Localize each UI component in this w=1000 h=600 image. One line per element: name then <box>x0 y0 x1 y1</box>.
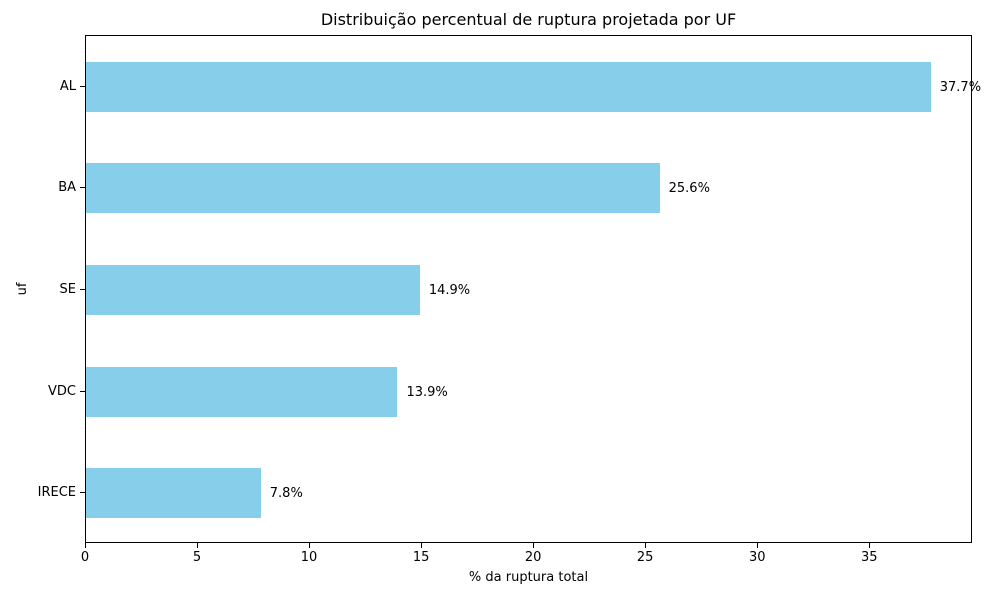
x-tick-mark <box>197 543 199 548</box>
bar-value-label: 14.9% <box>428 283 471 298</box>
x-tick-label: 30 <box>748 550 766 565</box>
y-tick-mark <box>80 390 85 392</box>
y-tick-label: VDC <box>48 383 76 399</box>
x-tick-label: 15 <box>412 550 430 565</box>
bar-value-label: 13.9% <box>406 384 448 400</box>
y-tick-mark <box>80 85 85 87</box>
y-tick-label: AL <box>59 78 76 94</box>
x-tick-label: 10 <box>300 550 318 565</box>
x-tick-label: 20 <box>524 550 542 565</box>
x-tick-mark <box>309 543 311 548</box>
bar-irece <box>86 468 261 519</box>
bar-value-label: 25.6% <box>668 181 710 197</box>
bar-se <box>86 265 420 315</box>
x-tick-mark <box>645 543 647 548</box>
y-tick-mark <box>80 289 85 290</box>
bar-al <box>86 61 931 112</box>
x-tick-mark <box>533 543 535 548</box>
x-tick-label: 0 <box>80 550 90 565</box>
bar-value-label: 7.8% <box>269 486 303 502</box>
y-tick-label: SE <box>59 282 76 297</box>
x-tick-mark <box>85 543 86 548</box>
x-tick-mark <box>421 543 423 548</box>
x-tick-mark <box>757 543 759 548</box>
x-tick-label: 25 <box>636 550 654 565</box>
x-tick-label: 5 <box>192 550 202 565</box>
x-tick-mark <box>869 543 871 548</box>
plot-area: 37.7% 25.6% 14.9% 13.9% 7.8% <box>85 35 981 543</box>
bar-ba <box>86 163 660 214</box>
y-tick-mark <box>80 492 85 494</box>
y-tick-label: BA <box>58 180 76 196</box>
y-tick-mark <box>80 187 85 189</box>
bar-value-label: 37.7% <box>939 79 982 95</box>
x-tick-label: 35 <box>860 550 878 565</box>
x-axis-label: % da ruptura total <box>468 570 589 585</box>
bar-vdc <box>86 366 398 417</box>
y-tick-label: IRECE <box>37 485 76 501</box>
chart-title: Distribuição percentual de ruptura proje… <box>320 10 737 29</box>
